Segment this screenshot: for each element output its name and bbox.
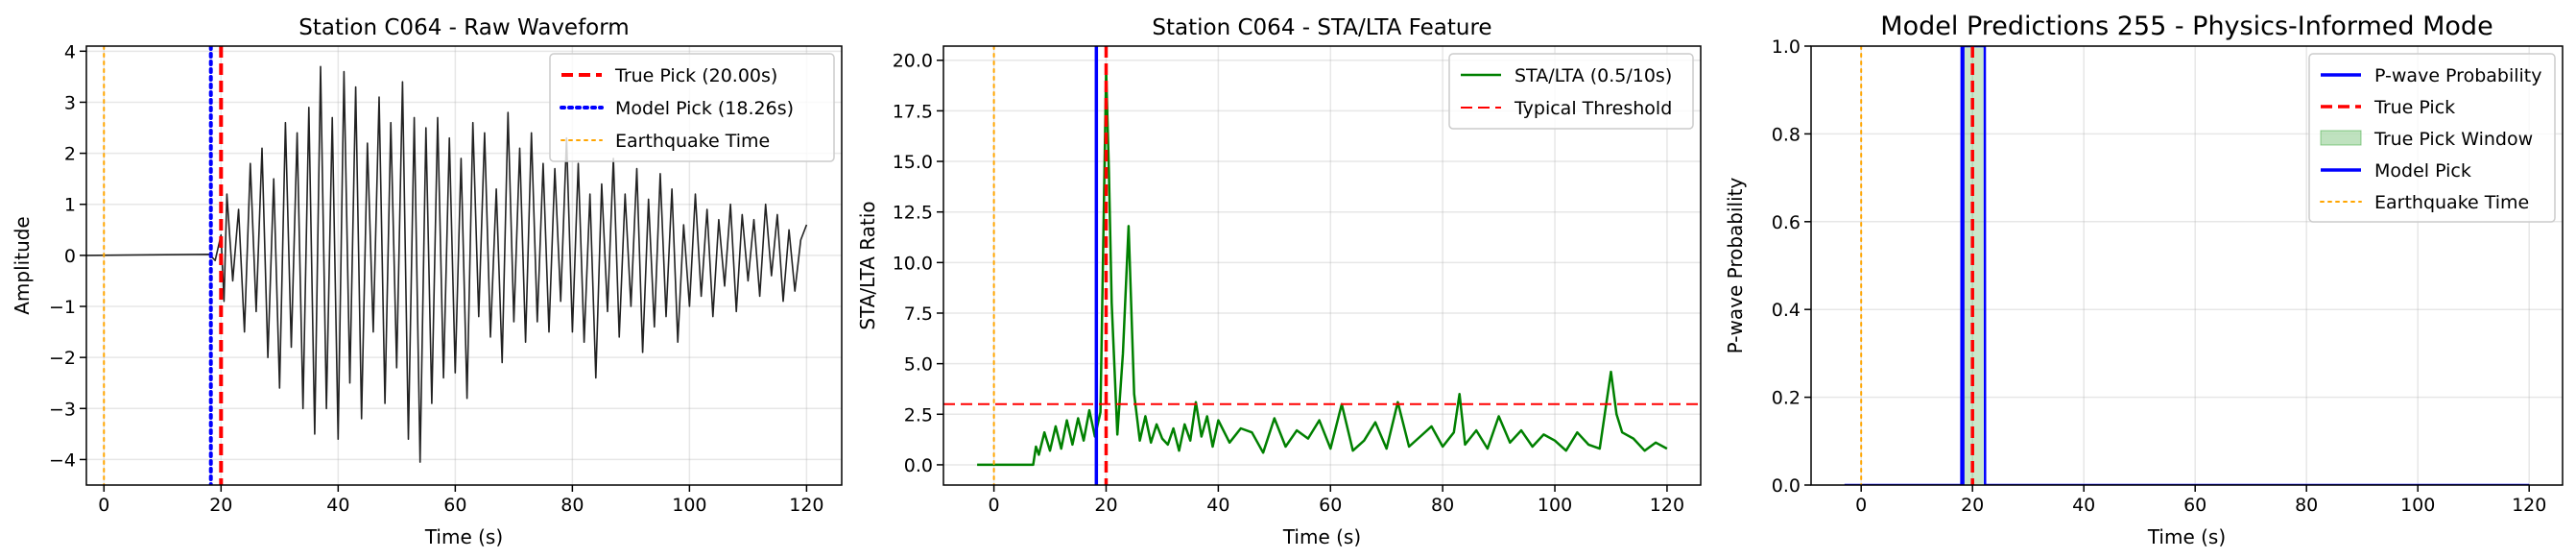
legend-label: Model Pick (18.26s) — [615, 98, 794, 119]
legend-swatch — [2320, 130, 2362, 146]
x-tick-label: 40 — [326, 495, 349, 516]
chart-title: Model Predictions 255 - Physics-Informed… — [1880, 12, 2493, 41]
y-tick-label: 2.5 — [904, 404, 933, 425]
y-tick-label: −4 — [49, 450, 76, 471]
x-axis-label: Time (s) — [2147, 525, 2226, 548]
chart-title: Station C064 - Raw Waveform — [298, 15, 629, 40]
legend-label: Model Pick — [2374, 160, 2471, 182]
y-tick-label: 0 — [64, 246, 76, 267]
true-pick-window-span — [1961, 46, 1984, 485]
x-tick-label: 120 — [789, 495, 823, 516]
legend-label: True Pick (20.00s) — [614, 65, 777, 86]
model-predictions-panel: 0 20 40 60 80 100 120 0.0 0.2 0.4 0.6 0.8 1.0 Model P… — [1724, 12, 2564, 548]
legend-label: True Pick Window — [2373, 129, 2533, 150]
y-tick-label: 12.5 — [893, 203, 933, 224]
x-tick-label: 20 — [1094, 495, 1117, 516]
x-tick-label: 100 — [2400, 495, 2435, 516]
legend-label: Earthquake Time — [615, 131, 770, 152]
x-tick-label: 0 — [98, 495, 109, 516]
x-tick-label: 80 — [1431, 495, 1454, 516]
y-tick-label: 17.5 — [893, 101, 933, 122]
x-axis-label: Time (s) — [1282, 525, 1361, 548]
x-tick-label: 20 — [209, 495, 232, 516]
legend-label: Earthquake Time — [2374, 192, 2529, 213]
y-tick-label: 0.0 — [904, 455, 933, 476]
x-tick-label: 40 — [2072, 495, 2095, 516]
y-tick-label: 15.0 — [893, 152, 933, 173]
legend-label: True Pick — [2373, 97, 2455, 118]
y-tick-label: −3 — [49, 399, 76, 420]
y-tick-label: 5.0 — [904, 354, 933, 376]
y-axis-label: STA/LTA Ratio — [856, 201, 879, 329]
y-tick-label: 4 — [64, 41, 76, 62]
x-tick-label: 100 — [1538, 495, 1572, 516]
series-line-0 — [977, 69, 1668, 467]
x-tick-label: 100 — [672, 495, 706, 516]
y-tick-label: 1.0 — [1772, 36, 1801, 58]
x-tick-label: 60 — [443, 495, 466, 516]
y-tick-label: 0.2 — [1772, 388, 1801, 409]
axes-frame — [1810, 45, 2564, 486]
legend-box — [1448, 53, 1694, 130]
x-tick-label: 80 — [2295, 495, 2318, 516]
y-tick-label: 0.6 — [1772, 212, 1801, 233]
x-axis-label: Time (s) — [424, 525, 503, 548]
legend: True Pick (20.00s) Model Pick (18.26s) Ear… — [549, 53, 835, 162]
axes-frame — [85, 45, 843, 486]
y-tick-label: 1 — [64, 195, 76, 216]
axes-frame — [942, 45, 1702, 486]
y-tick-label: 20.0 — [893, 51, 933, 72]
legend-label: Typical Threshold — [1514, 98, 1672, 119]
legend-box — [549, 53, 835, 162]
y-tick-label: 3 — [64, 92, 76, 113]
x-tick-label: 0 — [989, 495, 1000, 516]
waveform-panel: 0 20 40 60 80 100 120 −4 −3 −2 −1 0 1 2 3 4 Station C064… — [11, 15, 843, 548]
y-tick-label: 0.4 — [1772, 300, 1801, 321]
plot-area — [943, 46, 1701, 485]
plot-area — [1844, 46, 2530, 485]
y-tick-label: 0.0 — [1772, 475, 1801, 497]
x-tick-label: 60 — [1319, 495, 1342, 516]
legend-box — [2308, 53, 2556, 223]
x-tick-label: 20 — [1961, 495, 1984, 516]
legend: P-wave Probability True Pick True Pick Win… — [2308, 53, 2556, 223]
y-axis-label: P-wave Probability — [1724, 178, 1747, 354]
y-axis-label: Amplitude — [11, 216, 34, 315]
x-tick-label: 40 — [1206, 495, 1229, 516]
y-tick-label: 0.8 — [1772, 124, 1801, 145]
series-line-0 — [86, 65, 808, 463]
y-tick-label: 2 — [64, 144, 76, 165]
x-tick-label: 0 — [1855, 495, 1867, 516]
y-tick-label: 7.5 — [904, 304, 933, 325]
y-tick-label: −1 — [49, 297, 76, 318]
x-tick-label: 80 — [561, 495, 584, 516]
legend: STA/LTA (0.5/10s) Typical Threshold — [1448, 53, 1694, 130]
chart-title: Station C064 - STA/LTA Feature — [1152, 15, 1491, 40]
plot-area — [86, 46, 808, 485]
legend-label: P-wave Probability — [2374, 65, 2542, 86]
x-tick-label: 120 — [2512, 495, 2546, 516]
y-tick-label: −2 — [49, 348, 76, 369]
x-tick-label: 120 — [1650, 495, 1684, 516]
y-tick-label: 10.0 — [893, 253, 933, 274]
x-tick-label: 60 — [2183, 495, 2206, 516]
legend-label: STA/LTA (0.5/10s) — [1515, 65, 1672, 86]
sta-lta-panel: 0 20 40 60 80 100 120 0.0 2.5 5.0 7.5 10.0 12.5 15.0 1… — [856, 15, 1702, 548]
